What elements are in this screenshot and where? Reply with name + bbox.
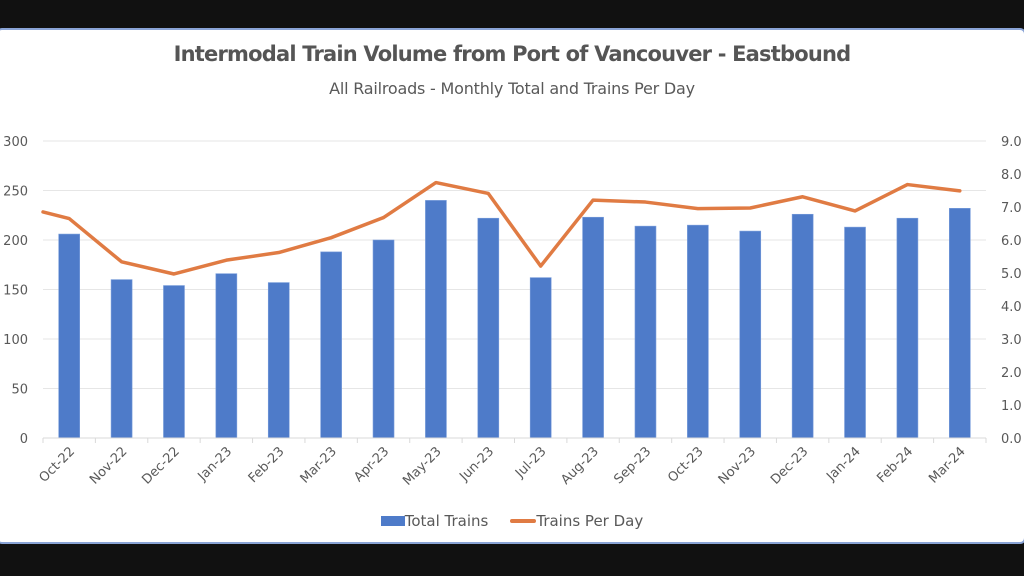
right-axis-tick-label: 7.0 <box>1001 201 1022 216</box>
right-axis-tick-label: 5.0 <box>1001 267 1022 282</box>
left-axis-tick-label: 50 <box>11 383 28 398</box>
x-axis-tick-label: Jun-23 <box>456 444 497 485</box>
bar <box>372 239 395 439</box>
x-axis-tick-label: Nov-22 <box>87 444 130 487</box>
bar <box>896 217 919 439</box>
right-axis-tick-label: 4.0 <box>1001 300 1022 315</box>
x-axis-tick-label: Apr-23 <box>351 444 392 485</box>
trend-line <box>41 180 962 276</box>
right-axis-tick-label: 3.0 <box>1001 333 1022 348</box>
right-axis-tick-label: 1.0 <box>1001 399 1022 414</box>
left-axis-tick-label: 200 <box>3 234 28 249</box>
bar <box>477 217 500 439</box>
legend-swatch-line <box>510 519 537 523</box>
bar <box>529 277 552 439</box>
bar-series-total-trains <box>58 200 971 439</box>
x-axis-tick-label: Mar-23 <box>298 444 340 486</box>
legend-item-total-trains[interactable]: Total Trains <box>380 512 489 530</box>
x-axis-tick-label: Mar-24 <box>926 444 968 486</box>
left-axis-tick-label: 250 <box>3 185 28 200</box>
bar <box>58 233 80 439</box>
bar <box>215 273 238 439</box>
bar <box>791 213 814 439</box>
left-axis-tick-label: 100 <box>3 333 28 348</box>
bar <box>687 224 709 439</box>
legend-label-total-trains: Total Trains <box>404 512 489 530</box>
x-axis-labels: Oct-22 Nov-22 Dec-22 Jan-23 Feb-23 Mar-23 Apr-… <box>37 444 969 488</box>
legend: Total Trains Trains Per Day <box>0 512 1024 530</box>
x-axis-tick-label: May-23 <box>400 444 444 488</box>
x-axis-tick-label: Jan-24 <box>823 444 864 485</box>
right-axis-tick-label: 0.0 <box>1001 432 1022 447</box>
chart-title: Intermodal Train Volume from Port of Van… <box>173 42 852 66</box>
x-axis-tick-label: Feb-23 <box>246 444 288 486</box>
right-axis-tick-label: 6.0 <box>1001 234 1022 249</box>
left-axis-tick-label: 150 <box>3 284 28 299</box>
x-axis-tick-label: Oct-22 <box>37 444 79 486</box>
bar <box>110 279 133 439</box>
x-axis-tick-label: Oct-23 <box>665 444 707 486</box>
gridlines <box>43 140 986 389</box>
left-axis-labels: 0 50 100 150 200 250 300 <box>3 135 28 447</box>
bar <box>634 225 657 439</box>
bar <box>844 226 866 439</box>
bar <box>425 200 447 439</box>
bar <box>163 285 185 439</box>
right-axis-tick-label: 8.0 <box>1001 168 1022 183</box>
x-axis-tick-label: Jan-23 <box>195 444 236 485</box>
x-axis-tick-label: Jul-23 <box>512 444 549 481</box>
line-series-trains-per-day <box>41 180 962 276</box>
legend-swatch-bar <box>380 516 405 526</box>
x-axis-tick-label: Nov-23 <box>716 444 759 487</box>
x-axis-tick-label: Dec-23 <box>768 444 811 487</box>
legend-item-trains-per-day[interactable]: Trains Per Day <box>510 512 643 530</box>
bar <box>267 282 290 439</box>
x-axis-tick-label: Sep-23 <box>611 444 654 487</box>
right-axis-tick-label: 2.0 <box>1001 366 1022 381</box>
right-axis-tick-label: 9.0 <box>1001 135 1022 150</box>
left-axis-tick-label: 300 <box>3 135 28 150</box>
chart-subtitle: All Railroads - Monthly Total and Trains… <box>329 79 695 98</box>
x-axis-tick-label: Feb-24 <box>874 444 916 486</box>
right-axis-labels: 0.0 1.0 2.0 3.0 4.0 5.0 6.0 7.0 8.0 9.0 <box>1001 135 1022 447</box>
legend-label-trains-per-day: Trains Per Day <box>536 512 644 530</box>
bar <box>949 208 971 439</box>
bar <box>320 251 342 439</box>
x-axis <box>42 437 987 443</box>
x-axis-tick-label: Dec-22 <box>139 444 182 487</box>
bar <box>582 216 604 439</box>
x-axis-tick-label: Aug-23 <box>558 444 602 488</box>
left-axis-tick-label: 0 <box>20 432 28 447</box>
bar <box>739 230 762 439</box>
